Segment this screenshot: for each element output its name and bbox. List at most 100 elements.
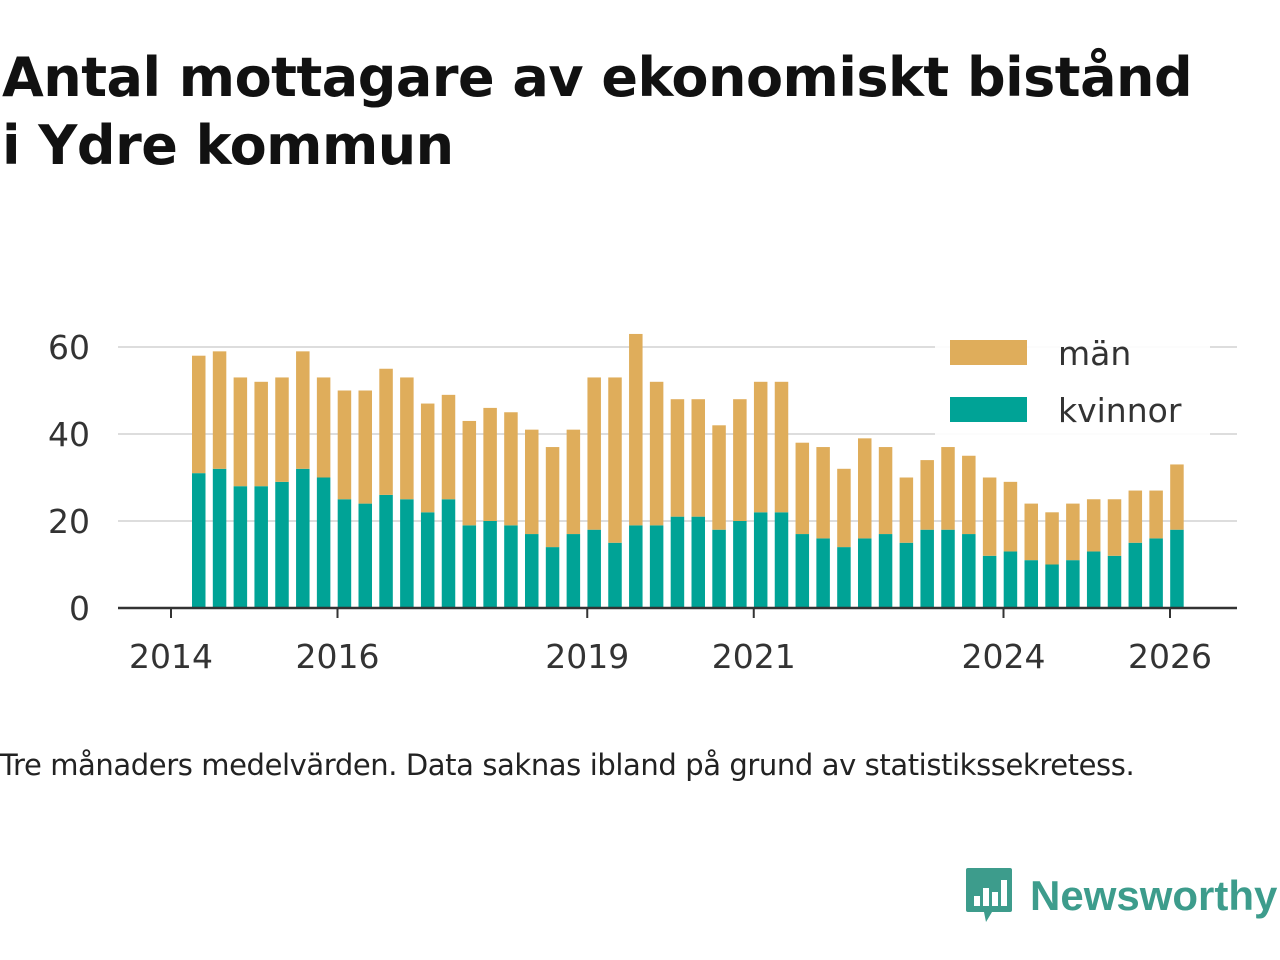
brand-name: Newsworthy [1030,872,1278,919]
legend-swatch-kvinnor [950,397,1027,422]
x-tick-label: 2021 [712,637,796,676]
chart-title-line-1: Antal mottagare av ekonomiskt bistånd [2,46,1193,109]
bar-män [400,377,414,500]
bar-män [858,438,872,539]
chart-title: Antal mottagare av ekonomiskt bistånd i … [2,44,1278,180]
bar-kvinnor [712,529,726,608]
bar-män [712,425,726,530]
bar-kvinnor [233,486,248,608]
chart-title-line-2: i Ydre kommun [2,114,454,177]
bar-kvinnor [316,477,331,608]
bar-män [920,460,934,530]
bar-män [1086,499,1101,552]
bar-män [1045,512,1059,565]
x-tick-label: 2026 [1128,637,1212,676]
bar-kvinnor [899,542,914,608]
legend-label-män: män [1058,334,1131,373]
bar-kvinnor [525,534,539,608]
bar-kvinnor [275,481,289,608]
bar-kvinnor [649,525,664,608]
bar-män [1107,499,1122,556]
bar-män [795,442,810,535]
bar-kvinnor [504,525,518,608]
bar-män [358,390,372,504]
bar-män [545,447,560,548]
bar-män [1149,490,1163,539]
bar-män [316,377,331,478]
bar-kvinnor [962,534,976,608]
bar-män [296,351,310,469]
bar-män [878,447,893,535]
bar-kvinnor [400,499,414,608]
bar-kvinnor [733,521,747,608]
bar-kvinnor [1024,560,1038,608]
bar-män [629,333,643,526]
bar-kvinnor [1128,542,1143,608]
bar-män [420,403,435,513]
bar-män [1024,503,1038,561]
stacked-bar-chart: 0 20 40 60 2014 2016 2019 2021 2024 2026 män kvin… [48,327,1237,676]
bar-kvinnor [379,494,393,608]
bar-kvinnor [920,529,934,608]
x-tick-label: 2014 [129,637,213,676]
bar-män [982,477,997,556]
bar-kvinnor [254,486,268,608]
legend: män kvinnor [935,327,1210,437]
bar-kvinnor [192,473,206,608]
bar-kvinnor [566,534,581,608]
bar-kvinnor [753,512,768,608]
bar-män [525,429,539,535]
x-tick-label: 2019 [545,637,629,676]
bar-män [649,381,664,526]
bar-kvinnor [858,538,872,608]
bar-kvinnor [878,534,893,608]
bar-män [337,390,352,500]
bar-män [608,377,622,543]
legend-swatch-män [950,340,1027,365]
bar-kvinnor [608,542,622,608]
bar-kvinnor [441,499,456,608]
bar-kvinnor [587,529,601,608]
bar-män [691,399,705,517]
y-tick-label: 0 [69,589,90,628]
brand-logo: Newsworthy [964,864,1277,928]
bar-kvinnor [941,529,955,608]
bar-kvinnor [296,468,310,608]
x-tick-label: 2016 [296,637,380,676]
bars [192,333,1184,608]
axis-ticks: 2014 2016 2019 2021 2024 2026 [129,608,1212,676]
bar-män [379,368,393,495]
bar-kvinnor [982,555,997,608]
bar-män [462,420,477,526]
bar-män [233,377,248,487]
bar-kvinnor [774,512,789,608]
y-tick-label: 60 [48,328,90,367]
bar-män [1170,464,1184,530]
bar-kvinnor [629,525,643,608]
bar-män [733,399,747,521]
bar-kvinnor [816,538,830,608]
bar-kvinnor [795,534,810,608]
bar-män [774,381,789,513]
bar-män [1128,490,1143,543]
bar-kvinnor [670,516,685,608]
bar-män [837,468,851,548]
bar-män [899,477,914,543]
bar-kvinnor [837,547,851,608]
bar-män [441,394,456,500]
bar-kvinnor [462,525,477,608]
legend-label-kvinnor: kvinnor [1058,391,1182,430]
bar-kvinnor [545,547,560,608]
bar-kvinnor [691,516,705,608]
bar-kvinnor [1149,538,1163,608]
bar-kvinnor [1066,560,1080,608]
bar-män [816,447,830,539]
bar-kvinnor [337,499,352,608]
bar-kvinnor [358,503,372,608]
bar-män [254,381,268,487]
bar-män [275,377,289,482]
bar-män [504,412,518,526]
bar-kvinnor [1045,564,1059,608]
bar-män [212,351,227,469]
bar-män [941,447,955,530]
